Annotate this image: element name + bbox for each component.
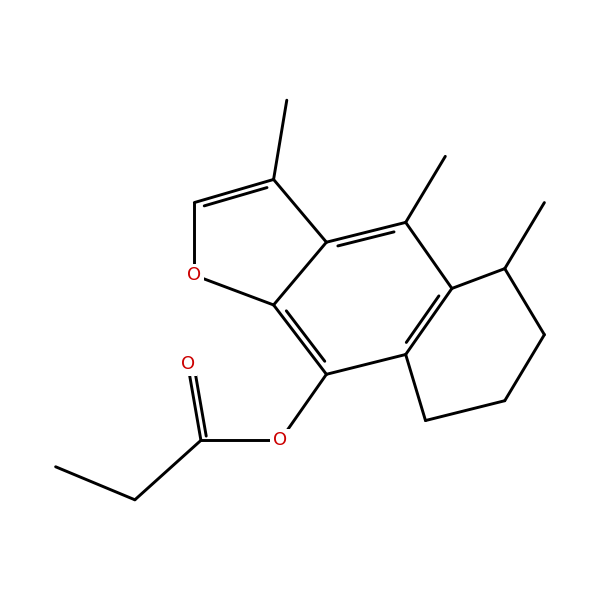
Text: O: O xyxy=(187,266,202,284)
Text: O: O xyxy=(181,355,195,373)
Text: O: O xyxy=(273,431,287,449)
